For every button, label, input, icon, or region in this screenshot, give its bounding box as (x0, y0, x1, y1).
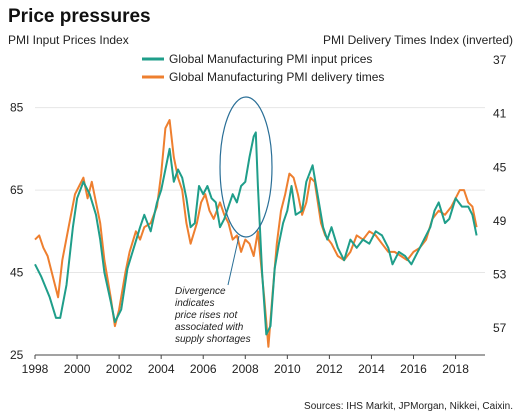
right-axis-ticks: 37 41 45 49 53 57 (493, 53, 507, 335)
annotation-line-3: price rises not (174, 310, 238, 321)
x-tick-label-9: 2016 (400, 362, 427, 376)
x-tick-label-3: 2004 (148, 362, 175, 376)
annotation: Divergence indicates price rises not ass… (174, 286, 251, 345)
series-line-1 (34, 119, 478, 348)
source-note: Sources: IHS Markit, JPMorgan, Nikkei, C… (304, 401, 513, 412)
series-line-0 (34, 131, 478, 336)
x-tick-label-5: 2008 (232, 362, 259, 376)
left-tick-label-0: 25 (10, 348, 24, 362)
legend-label-delivery-times: Global Manufacturing PMI delivery times (169, 70, 384, 84)
annotation-line-2: indicates (175, 298, 214, 309)
series-layer (34, 119, 478, 348)
annotation-line-1: Divergence (175, 286, 226, 297)
right-tick-label-5: 57 (493, 321, 507, 335)
left-tick-label-1: 45 (10, 266, 24, 280)
legend-label-input-prices: Global Manufacturing PMI input prices (169, 52, 372, 66)
divergence-ellipse (219, 96, 273, 238)
annotation-pointer (227, 235, 240, 286)
annotation-line-5: supply shortages (175, 334, 251, 345)
legend: Global Manufacturing PMI input prices Gl… (142, 52, 384, 84)
left-tick-label-3: 85 (10, 101, 24, 115)
x-tick-label-8: 2014 (358, 362, 385, 376)
x-tick-label-10: 2018 (442, 362, 469, 376)
x-tick-label-4: 2006 (190, 362, 217, 376)
right-tick-label-2: 45 (493, 160, 507, 174)
right-tick-label-0: 37 (493, 53, 507, 67)
x-tick-label-0: 1998 (22, 362, 49, 376)
x-tick-label-7: 2012 (316, 362, 343, 376)
left-axis-title: PMI Input Prices Index (8, 33, 129, 47)
annotation-line-4: associated with (175, 322, 244, 333)
right-tick-label-1: 41 (493, 107, 507, 121)
x-tick-label-1: 2000 (64, 362, 91, 376)
x-tick-label-2: 2002 (106, 362, 133, 376)
right-tick-label-3: 49 (493, 214, 507, 228)
right-tick-label-4: 53 (493, 268, 507, 282)
left-tick-label-2: 65 (10, 183, 24, 197)
x-axis-ticks: 1998 2000 2002 2004 2006 2008 2010 2012 2014 2016… (22, 355, 469, 376)
x-tick-label-6: 2010 (274, 362, 301, 376)
right-axis-title: PMI Delivery Times Index (inverted) (323, 33, 513, 47)
chart-title: Price pressures (8, 6, 151, 27)
left-axis-ticks: 25 45 65 85 (10, 101, 24, 362)
